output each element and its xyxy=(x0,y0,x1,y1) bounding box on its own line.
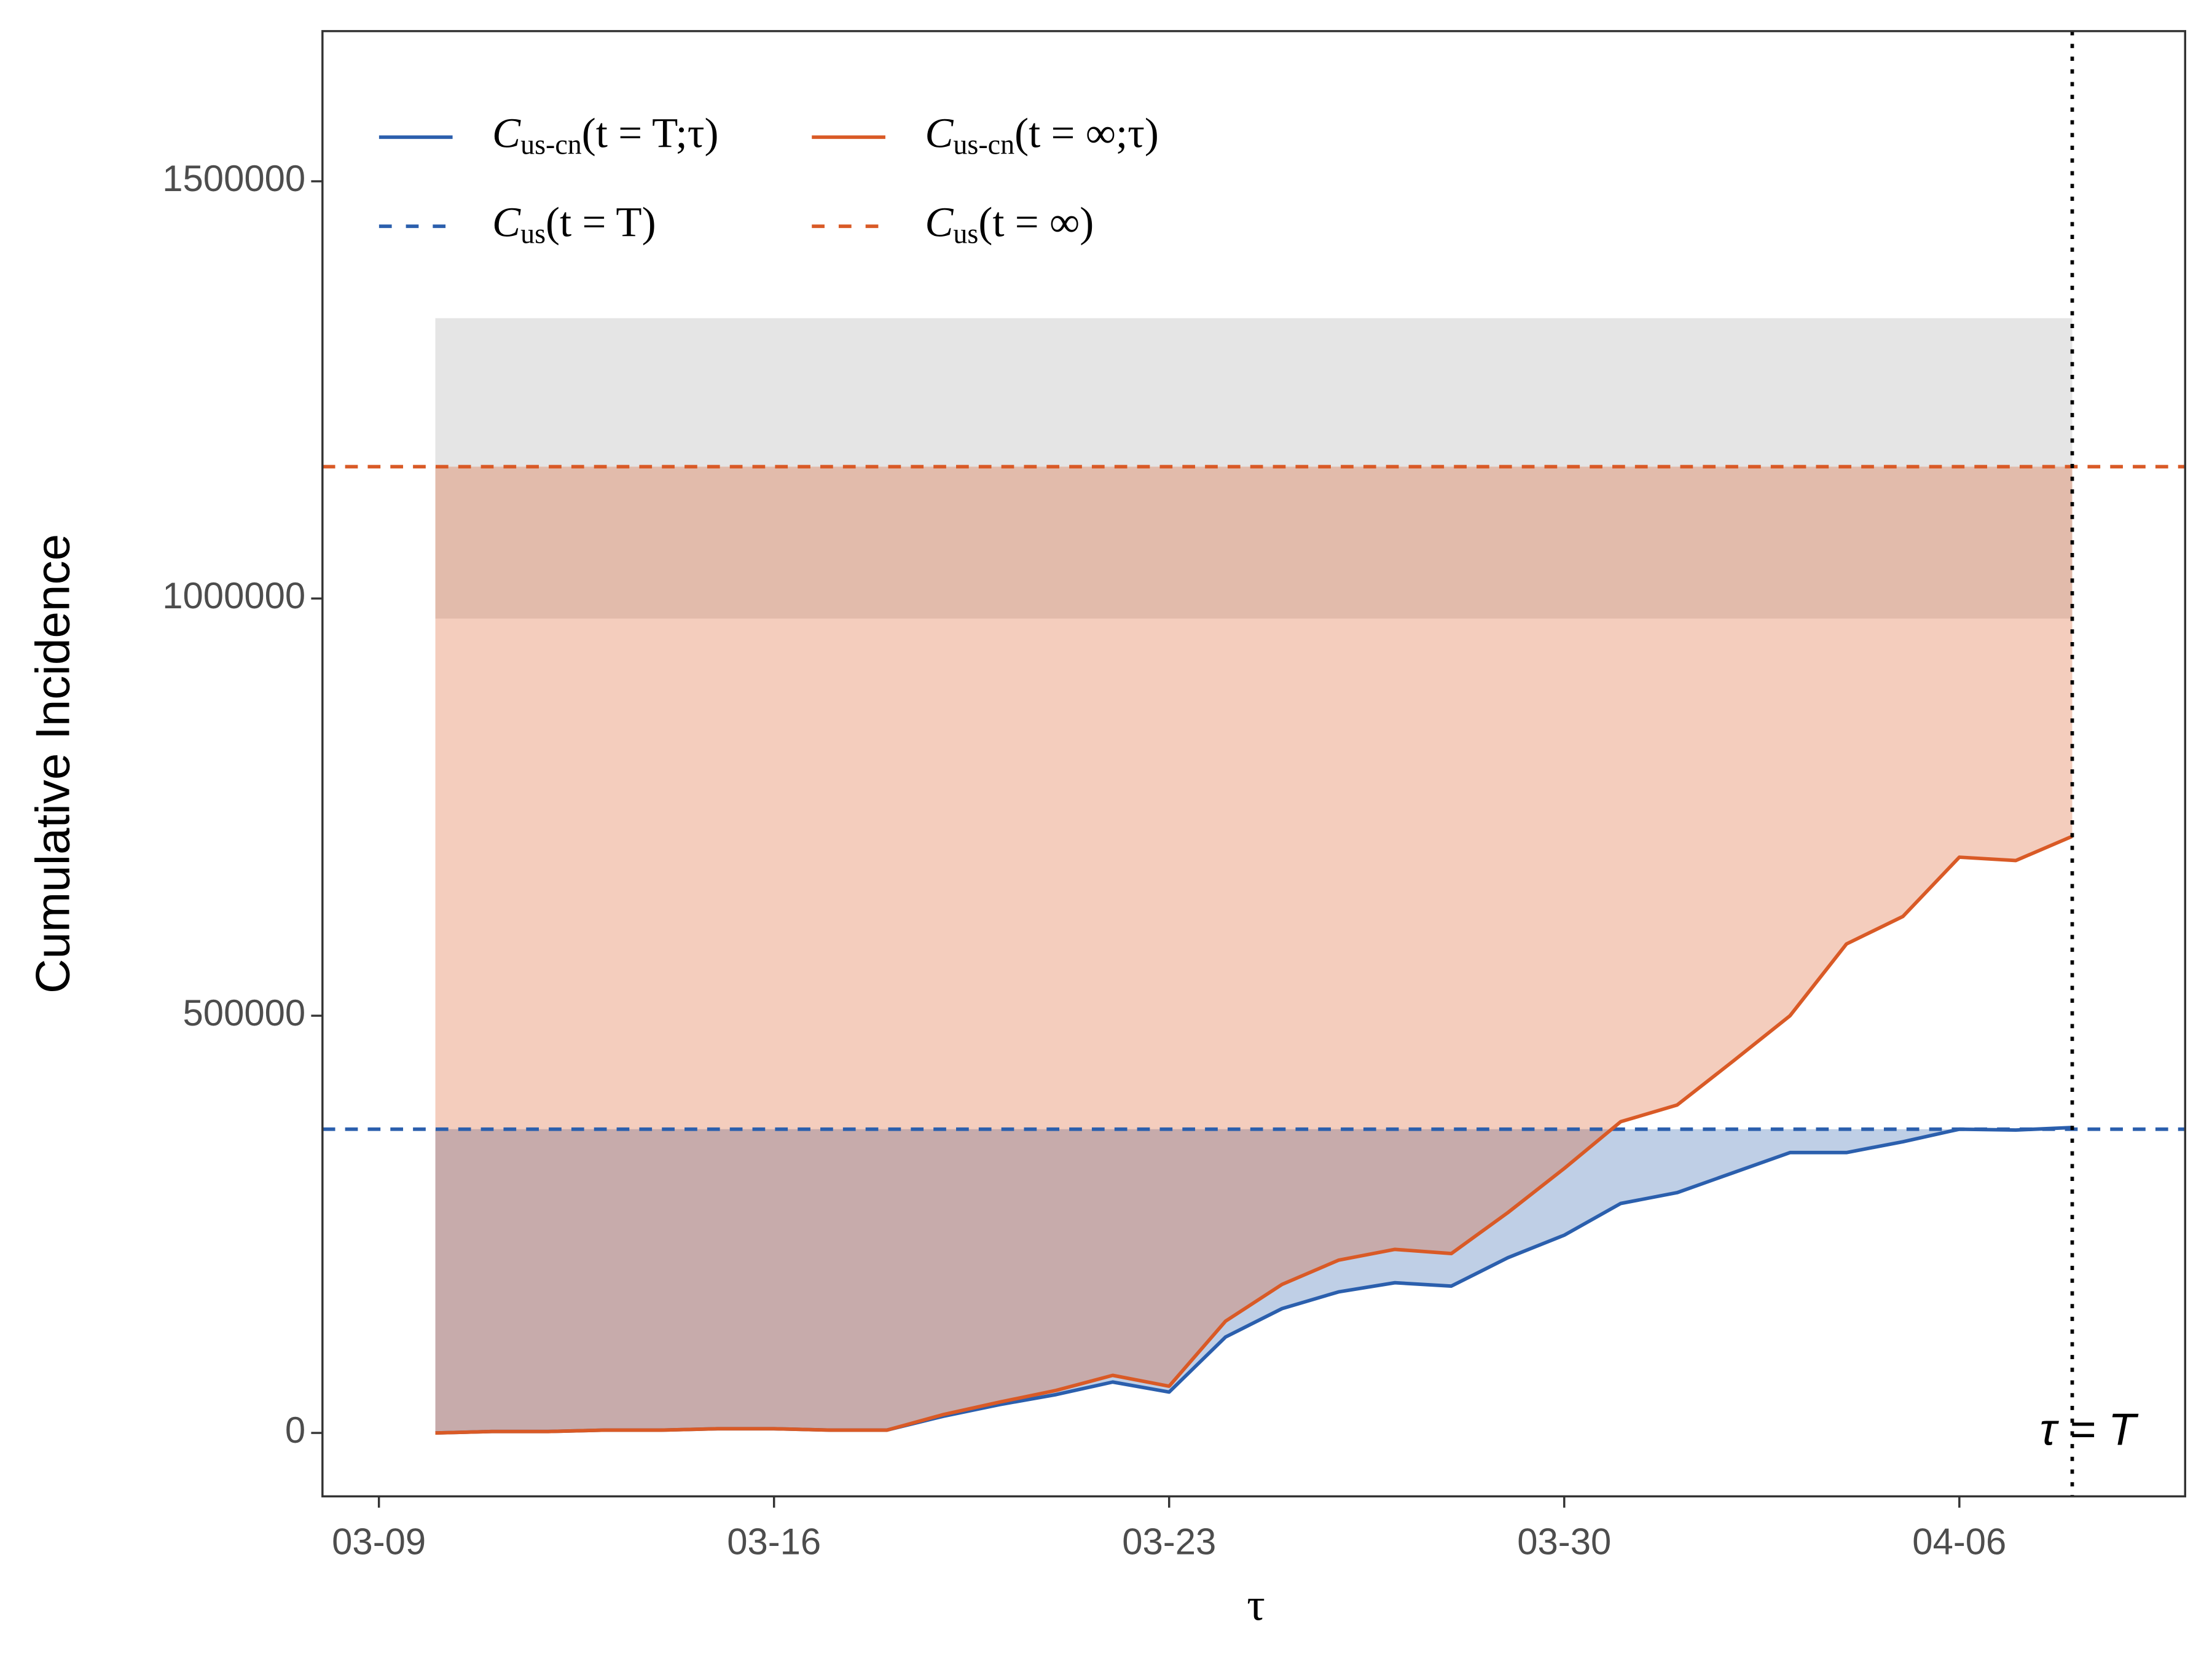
y-tick-label: 500000 xyxy=(183,992,306,1033)
y-tick-label: 1000000 xyxy=(162,575,305,616)
y-tick-label: 1500000 xyxy=(162,158,305,199)
x-tick-label: 03-30 xyxy=(1517,1521,1611,1562)
legend-subscript: us xyxy=(520,218,546,249)
annotation: τ = T xyxy=(2040,1404,2139,1455)
y-axis-label: Cumulative Incidence xyxy=(26,534,80,994)
legend-argument: (t = ∞) xyxy=(978,198,1094,245)
legend-subscript: us-cn xyxy=(520,128,582,160)
legend-symbol: C xyxy=(492,198,521,245)
area-fill xyxy=(435,466,2073,1433)
x-axis-label: τ xyxy=(1247,1579,1265,1630)
legend-argument: (t = T;τ) xyxy=(582,109,719,156)
line xyxy=(435,834,2073,1435)
x-tick-label: 03-23 xyxy=(1122,1521,1216,1562)
legend-subscript: us xyxy=(953,218,978,249)
legend-symbol: C xyxy=(492,109,521,156)
y-tick-label: 0 xyxy=(285,1410,305,1451)
legend-argument: (t = T) xyxy=(546,198,656,245)
legend-label: Cus(t = ∞) xyxy=(925,198,1094,249)
legend-symbol: C xyxy=(925,109,954,156)
legend-label: Cus(t = T) xyxy=(492,198,656,249)
legend-subscript: us-cn xyxy=(953,128,1014,160)
legend-symbol: C xyxy=(925,198,954,245)
legend-label: Cus-cn(t = T;τ) xyxy=(492,109,718,160)
legend-label: Cus-cn(t = ∞;τ) xyxy=(925,109,1159,160)
legend-argument: (t = ∞;τ) xyxy=(1014,109,1159,156)
x-tick-label: 03-09 xyxy=(332,1521,426,1562)
x-tick-label: 03-16 xyxy=(727,1521,821,1562)
x-tick-label: 04-06 xyxy=(1912,1521,2006,1562)
plot-frame xyxy=(321,29,2186,1498)
area-fill xyxy=(435,1128,2073,1433)
